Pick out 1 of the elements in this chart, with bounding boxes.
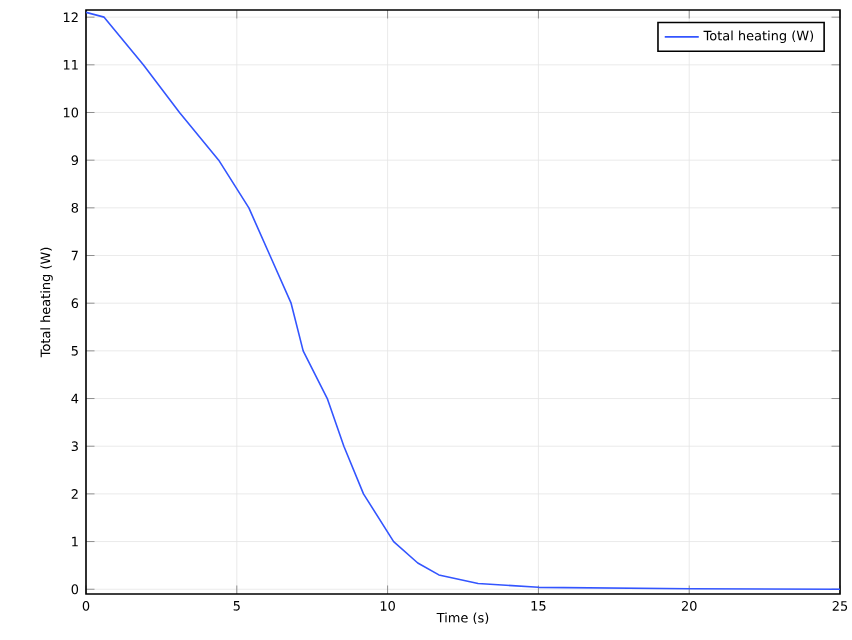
line-series	[86, 11, 841, 591]
